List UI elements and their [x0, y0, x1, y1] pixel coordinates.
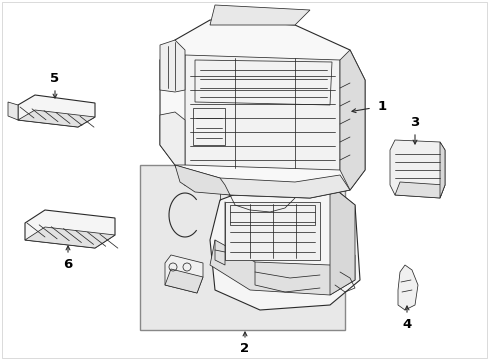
- Polygon shape: [25, 227, 115, 248]
- Text: 1: 1: [377, 99, 386, 112]
- Polygon shape: [160, 20, 364, 198]
- Polygon shape: [160, 40, 184, 92]
- Polygon shape: [209, 5, 309, 25]
- Polygon shape: [175, 165, 349, 198]
- Polygon shape: [18, 110, 95, 127]
- Polygon shape: [397, 265, 417, 310]
- Polygon shape: [389, 140, 444, 198]
- Polygon shape: [164, 269, 203, 293]
- Polygon shape: [209, 185, 359, 310]
- Text: 3: 3: [409, 116, 419, 129]
- Text: 5: 5: [50, 72, 60, 85]
- Polygon shape: [25, 210, 115, 248]
- Text: 2: 2: [240, 342, 249, 355]
- Polygon shape: [439, 142, 444, 198]
- Polygon shape: [18, 95, 95, 127]
- Polygon shape: [160, 112, 184, 165]
- Text: 4: 4: [402, 319, 411, 332]
- Polygon shape: [164, 255, 203, 293]
- Polygon shape: [184, 55, 339, 170]
- Polygon shape: [329, 185, 354, 295]
- Polygon shape: [339, 50, 364, 190]
- Polygon shape: [224, 202, 319, 260]
- Polygon shape: [394, 182, 444, 198]
- Text: 6: 6: [63, 258, 73, 271]
- Polygon shape: [8, 102, 18, 120]
- Bar: [140, 165, 345, 330]
- Polygon shape: [175, 165, 229, 195]
- Polygon shape: [209, 240, 354, 295]
